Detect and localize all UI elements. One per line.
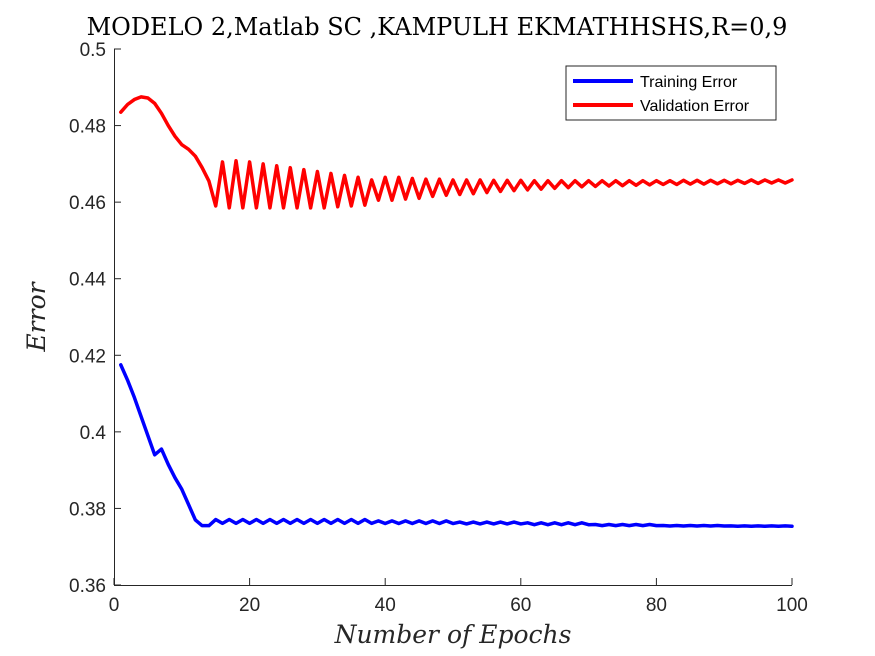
legend: Training Error Validation Error — [565, 65, 777, 121]
x-ticks: 0 20 40 60 80 100 — [109, 578, 808, 616]
y-ticks: 0.36 0.38 0.4 0.42 0.44 0.46 0.48 0.5 — [69, 40, 121, 597]
y-tick-label: 0.48 — [69, 117, 106, 138]
y-tick-label: 0.42 — [69, 346, 106, 367]
x-tick-label: 0 — [109, 595, 120, 616]
y-tick-label: 0.5 — [80, 40, 106, 61]
y-tick-label: 0.44 — [69, 270, 106, 291]
x-tick-label: 100 — [776, 595, 808, 616]
x-axis-label: Number of Epochs — [334, 620, 572, 649]
y-tick-label: 0.38 — [69, 499, 106, 520]
series-layer — [119, 95, 794, 528]
x-tick-label: 40 — [375, 595, 396, 616]
x-tick-label: 20 — [239, 595, 260, 616]
series-line-training-error — [119, 363, 794, 528]
chart-title: MODELO 2,Matlab SC ,KAMPULH EKMATHHSHS,R… — [87, 13, 788, 41]
legend-label-training-error: Training Error — [640, 74, 738, 91]
y-axis-label: Error — [22, 280, 51, 352]
series-line-validation-error — [119, 95, 794, 210]
plot-background — [114, 49, 792, 585]
x-tick-label: 80 — [646, 595, 667, 616]
y-tick-label: 0.46 — [69, 193, 106, 214]
y-tick-label: 0.4 — [80, 423, 107, 444]
legend-box — [565, 65, 777, 121]
x-tick-label: 60 — [510, 595, 531, 616]
y-tick-label: 0.36 — [69, 576, 106, 597]
legend-label-validation-error: Validation Error — [640, 98, 750, 115]
